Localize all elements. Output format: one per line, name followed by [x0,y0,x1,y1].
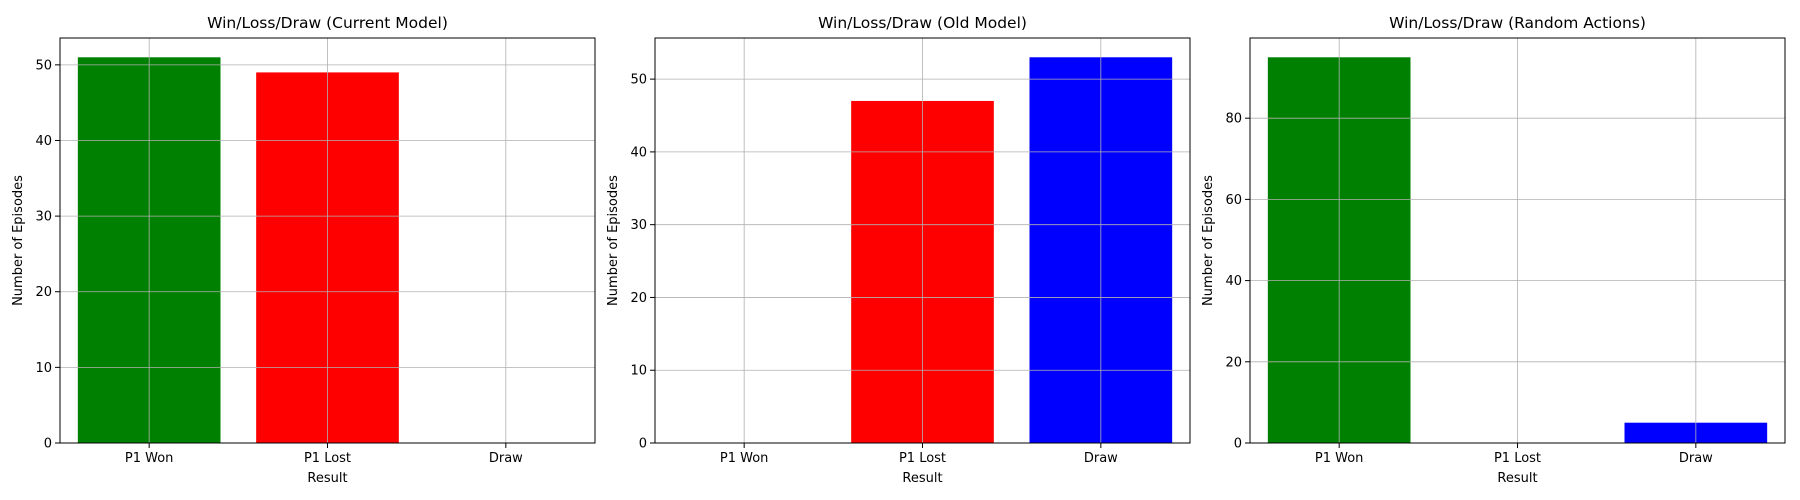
y-tick-label: 0 [1234,437,1242,452]
y-tick-label: 10 [630,364,647,379]
x-tick-label: Draw [1679,451,1713,466]
y-tick-label: 80 [1225,112,1242,127]
x-axis-label: Result [902,471,942,486]
x-axis-label: Result [307,471,347,486]
y-tick-label: 40 [630,145,647,160]
chart-title: Win/Loss/Draw (Current Model) [207,14,448,32]
y-tick-label: 40 [1225,274,1242,289]
y-axis-label: Number of Episodes [11,175,26,306]
x-tick-label: P1 Won [125,451,174,466]
chart-title: Win/Loss/Draw (Old Model) [818,14,1027,32]
x-tick-label: P1 Lost [304,451,351,466]
chart-panel-current-model: 0 10 20 30 40 50 P1 Won P1 Lost Draw Win/Loss/Dra… [11,14,596,486]
x-tick-label: P1 Lost [899,451,946,466]
y-tick-label: 20 [35,285,52,300]
y-tick-label: 30 [35,210,52,225]
y-tick-label: 40 [35,134,52,149]
x-axis-label: Result [1497,471,1537,486]
y-tick-label: 50 [630,73,647,88]
chart-title: Win/Loss/Draw (Random Actions) [1389,14,1646,32]
chart-panel-random-actions: 0 20 40 60 80 P1 Won P1 Lost Draw Win/Loss/Draw … [1201,14,1786,486]
y-tick-label: 30 [630,218,647,233]
y-tick-label: 60 [1225,193,1242,208]
y-tick-label: 20 [1225,355,1242,370]
x-tick-label: P1 Won [720,451,769,466]
y-tick-label: 20 [630,291,647,306]
y-tick-label: 0 [639,437,647,452]
x-tick-label: Draw [1084,451,1118,466]
y-axis-label: Number of Episodes [1201,175,1216,306]
x-tick-label: P1 Won [1315,451,1364,466]
chart-panel-old-model: 0 10 20 30 40 50 P1 Won P1 Lost Draw Win/Loss/Dra… [606,14,1191,486]
x-tick-label: P1 Lost [1494,451,1541,466]
x-tick-label: Draw [489,451,523,466]
y-tick-label: 10 [35,361,52,376]
y-axis-label: Number of Episodes [606,175,621,306]
y-tick-label: 0 [44,437,52,452]
y-tick-label: 50 [35,58,52,73]
